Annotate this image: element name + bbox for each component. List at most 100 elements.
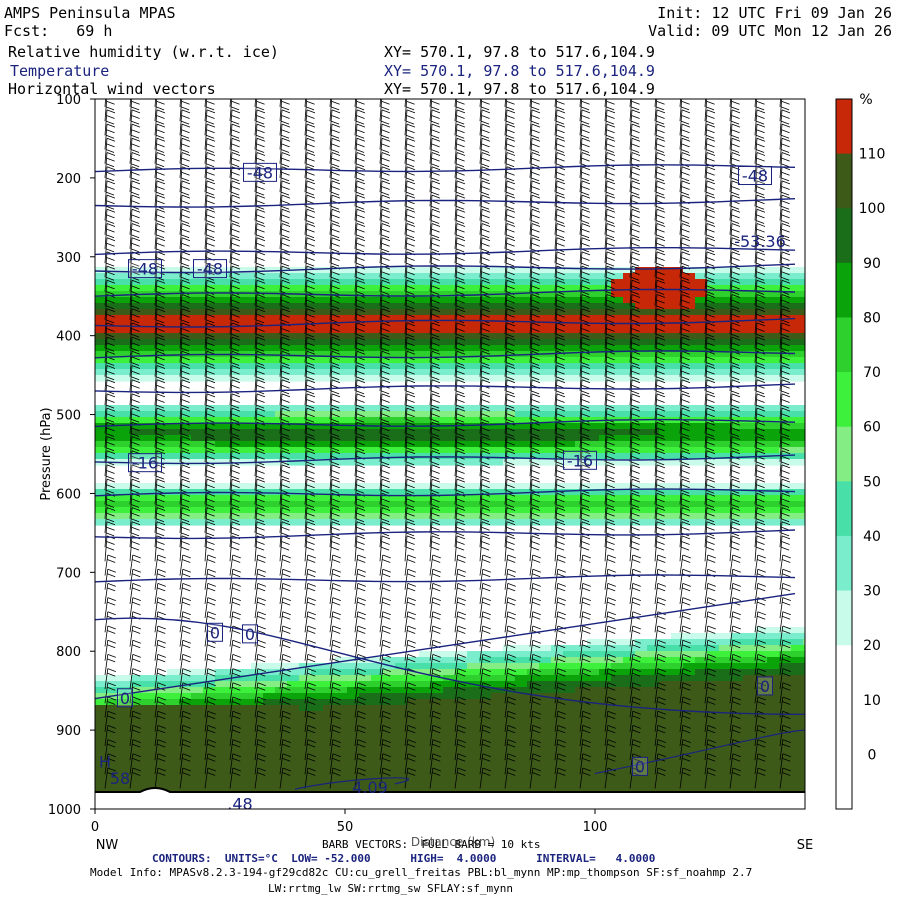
wind-barb: [179, 654, 191, 675]
wind-barb: [629, 265, 641, 292]
rh-cell: [683, 693, 696, 700]
rh-cell: [455, 309, 468, 316]
rh-cell: [155, 417, 168, 424]
rh-cell: [383, 663, 396, 670]
wind-barb: [454, 137, 466, 164]
rh-cell: [359, 333, 372, 340]
rh-cell: [539, 675, 552, 682]
rh-cell: [347, 699, 360, 706]
rh-cell: [563, 669, 576, 676]
wind-barb: [304, 152, 316, 178]
rh-cell: [779, 639, 792, 646]
wind-barb: [329, 421, 341, 448]
rh-cell: [659, 735, 672, 742]
rh-cell: [131, 717, 144, 724]
rh-cell: [659, 321, 672, 328]
rh-cell: [95, 273, 108, 280]
rh-cell: [803, 345, 805, 352]
rh-cell: [575, 309, 588, 316]
wind-barb: [104, 639, 116, 661]
rh-cell: [683, 519, 696, 526]
rh-cell: [335, 501, 348, 508]
rh-cell: [635, 669, 648, 676]
rh-cell: [239, 669, 252, 676]
rh-cell: [503, 447, 516, 454]
rh-cell: [635, 339, 648, 346]
wind-barb: [379, 492, 391, 519]
rh-cell: [779, 741, 792, 748]
rh-cell: [371, 357, 384, 364]
wind-barb: [504, 767, 516, 789]
rh-cell: [203, 681, 216, 688]
rh-cell: [791, 369, 804, 376]
wind-barb: [129, 668, 141, 690]
wind-barb: [504, 710, 516, 732]
wind-barb: [704, 308, 716, 335]
rh-cell: [491, 447, 504, 454]
rh-cell: [767, 729, 780, 736]
rh-cell: [683, 345, 696, 352]
rh-cell: [755, 429, 768, 436]
rh-cell: [803, 453, 805, 460]
rh-cell: [683, 495, 696, 502]
wind-barb: [504, 464, 516, 491]
rh-cell: [359, 297, 372, 304]
rh-cell: [539, 747, 552, 754]
rh-cell: [659, 681, 672, 688]
rh-cell: [191, 483, 204, 490]
rh-cell: [539, 309, 552, 316]
rh-cell: [611, 429, 624, 436]
wind-barb: [254, 611, 266, 633]
rh-cell: [335, 369, 348, 376]
rh-cell: [479, 363, 492, 370]
wind-barb: [304, 279, 316, 306]
rh-cell: [719, 729, 732, 736]
rh-cell: [275, 771, 288, 778]
wind-barb: [104, 99, 115, 122]
wind-barb: [379, 521, 391, 548]
rh-cell: [743, 657, 756, 664]
rh-cell: [167, 699, 180, 706]
rh-cell: [383, 417, 396, 424]
rh-cell: [575, 753, 588, 760]
rh-cell: [455, 459, 468, 466]
rh-cell: [647, 375, 660, 382]
rh-cell: [419, 771, 432, 778]
rh-cell: [779, 303, 792, 310]
rh-cell: [683, 645, 696, 652]
rh-cell: [467, 513, 480, 520]
rh-cell: [239, 699, 252, 706]
rh-cell: [371, 663, 384, 670]
wind-barb: [179, 478, 191, 505]
rh-cell: [467, 759, 480, 766]
wind-barb: [104, 279, 116, 306]
rh-cell: [155, 339, 168, 346]
wind-barb: [529, 639, 541, 661]
rh-cell: [671, 699, 684, 706]
rh-cell: [431, 663, 444, 670]
rh-cell: [119, 693, 132, 700]
wind-barb: [704, 450, 716, 477]
rh-cell: [359, 723, 372, 730]
rh-cell: [659, 447, 672, 454]
rh-cell: [275, 669, 288, 676]
rh-cell: [695, 687, 708, 694]
rh-cell: [239, 273, 252, 280]
wind-barb: [304, 265, 316, 292]
rh-cell: [179, 693, 192, 700]
rh-cell: [527, 507, 540, 514]
rh-cell: [227, 501, 240, 508]
rh-cell: [143, 423, 156, 430]
rh-cell: [335, 315, 348, 322]
rh-cell: [167, 333, 180, 340]
rh-cell: [431, 693, 444, 700]
rh-cell: [803, 687, 805, 694]
rh-cell: [323, 297, 336, 304]
wind-barb: [204, 99, 215, 122]
rh-cell: [491, 747, 504, 754]
rh-cell: [635, 333, 648, 340]
rh-cell: [587, 273, 600, 280]
rh-cell: [659, 495, 672, 502]
wind-barb: [579, 654, 591, 675]
rh-cell: [623, 519, 636, 526]
